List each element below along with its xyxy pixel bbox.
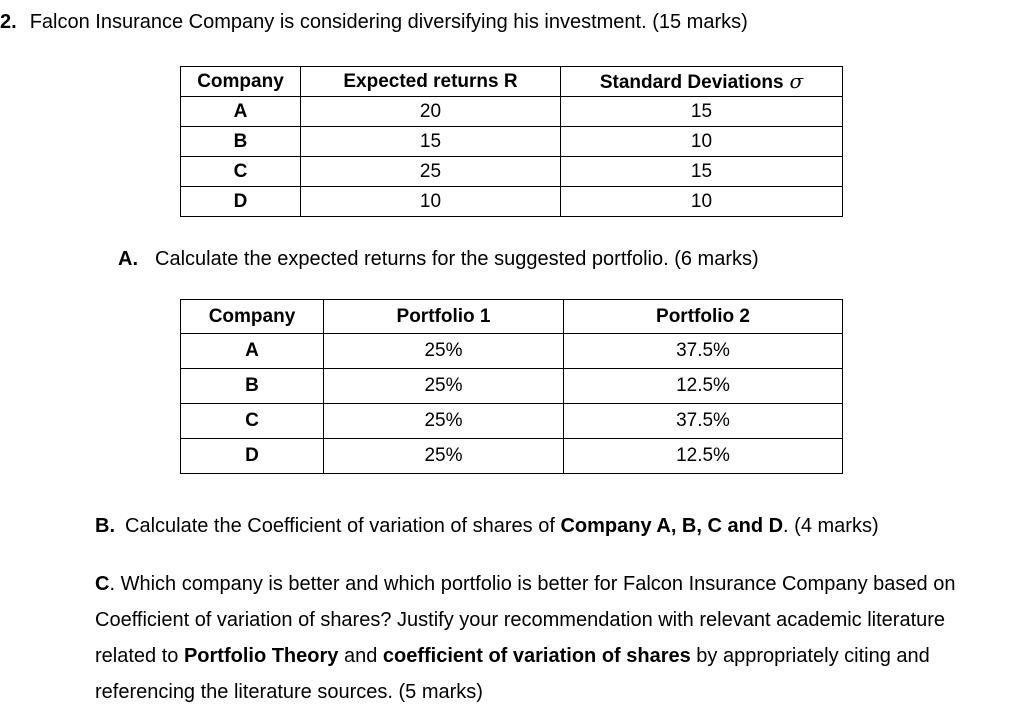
sigma-symbol: σ bbox=[789, 69, 804, 93]
table-cell-portfolio1: 25% bbox=[323, 368, 564, 404]
table-cell-portfolio1: 25% bbox=[323, 403, 564, 439]
part-b-label: B. bbox=[95, 515, 115, 537]
table-row: D 10 10 bbox=[180, 186, 843, 217]
part-c-paragraph: C. Which company is better and which por… bbox=[95, 566, 1010, 710]
table-cell-stddev: 15 bbox=[560, 156, 843, 187]
table-row: A 20 15 bbox=[180, 96, 843, 127]
part-a-text: Calculate the expected returns for the s… bbox=[155, 248, 759, 270]
returns-table: Company Expected returns R Standard Devi… bbox=[180, 66, 843, 217]
part-a-line: A. Calculate the expected returns for the… bbox=[118, 245, 759, 273]
table-header-row: Company Expected returns R Standard Devi… bbox=[180, 66, 843, 97]
part-b-line: B. Calculate the Coefficient of variation… bbox=[95, 512, 879, 540]
question-number: 2. bbox=[0, 11, 17, 33]
table-cell-company: C bbox=[180, 156, 301, 187]
table-cell-return: 10 bbox=[300, 186, 561, 217]
table-row: B 25% 12.5% bbox=[180, 368, 843, 404]
part-c-bold-coefficient: coefficient of variation of shares bbox=[382, 645, 691, 667]
part-b-text: Calculate the Coefficient of variation o… bbox=[125, 515, 561, 537]
table-cell-return: 25 bbox=[300, 156, 561, 187]
table-cell-company: A bbox=[180, 333, 324, 369]
table-cell-portfolio1: 25% bbox=[323, 438, 564, 474]
column-header-portfolio-1: Portfolio 1 bbox=[323, 299, 564, 334]
part-c-label: C bbox=[95, 573, 110, 595]
column-header-standard-deviations: Standard Deviations σ bbox=[560, 66, 843, 97]
table-cell-company: C bbox=[180, 403, 324, 439]
table-cell-company: B bbox=[180, 368, 324, 404]
part-a-label: A. bbox=[118, 248, 138, 270]
portfolio-table: Company Portfolio 1 Portfolio 2 A 25% 37… bbox=[180, 299, 843, 474]
part-b-bold-text: Company A, B, C and D bbox=[560, 515, 784, 537]
column-header-company: Company bbox=[180, 66, 301, 97]
column-header-portfolio-2: Portfolio 2 bbox=[563, 299, 843, 334]
part-c-text-1: . Which company is better and which port… bbox=[95, 573, 956, 667]
question-heading: 2. Falcon Insurance Company is considerin… bbox=[0, 8, 748, 36]
table-cell-portfolio2: 37.5% bbox=[563, 403, 843, 439]
table-cell-company: A bbox=[180, 96, 301, 127]
column-header-company: Company bbox=[180, 299, 324, 334]
table-cell-portfolio2: 12.5% bbox=[563, 438, 843, 474]
table-cell-stddev: 10 bbox=[560, 126, 843, 157]
table-cell-stddev: 10 bbox=[560, 186, 843, 217]
question-text: Falcon Insurance Company is considering … bbox=[29, 11, 748, 33]
table-row: D 25% 12.5% bbox=[180, 438, 843, 474]
table-cell-portfolio1: 25% bbox=[323, 333, 564, 369]
part-c-text-3: by appropriately citing and referencing … bbox=[95, 645, 930, 703]
table-cell-return: 20 bbox=[300, 96, 561, 127]
table-row: A 25% 37.5% bbox=[180, 333, 843, 369]
table-cell-stddev: 15 bbox=[560, 96, 843, 127]
part-c-text-2: and bbox=[338, 645, 383, 667]
column-header-expected-returns: Expected returns R bbox=[300, 66, 561, 97]
table-row: C 25 15 bbox=[180, 156, 843, 187]
table-row: C 25% 37.5% bbox=[180, 403, 843, 439]
table-row: B 15 10 bbox=[180, 126, 843, 157]
part-b-text-end: . (4 marks) bbox=[783, 515, 879, 537]
table-header-row: Company Portfolio 1 Portfolio 2 bbox=[180, 299, 843, 334]
table-cell-company: B bbox=[180, 126, 301, 157]
table-cell-portfolio2: 37.5% bbox=[563, 333, 843, 369]
part-c-bold-portfolio-theory: Portfolio Theory bbox=[183, 645, 339, 667]
table-cell-return: 15 bbox=[300, 126, 561, 157]
table-cell-portfolio2: 12.5% bbox=[563, 368, 843, 404]
table-cell-company: D bbox=[180, 438, 324, 474]
table-cell-company: D bbox=[180, 186, 301, 217]
